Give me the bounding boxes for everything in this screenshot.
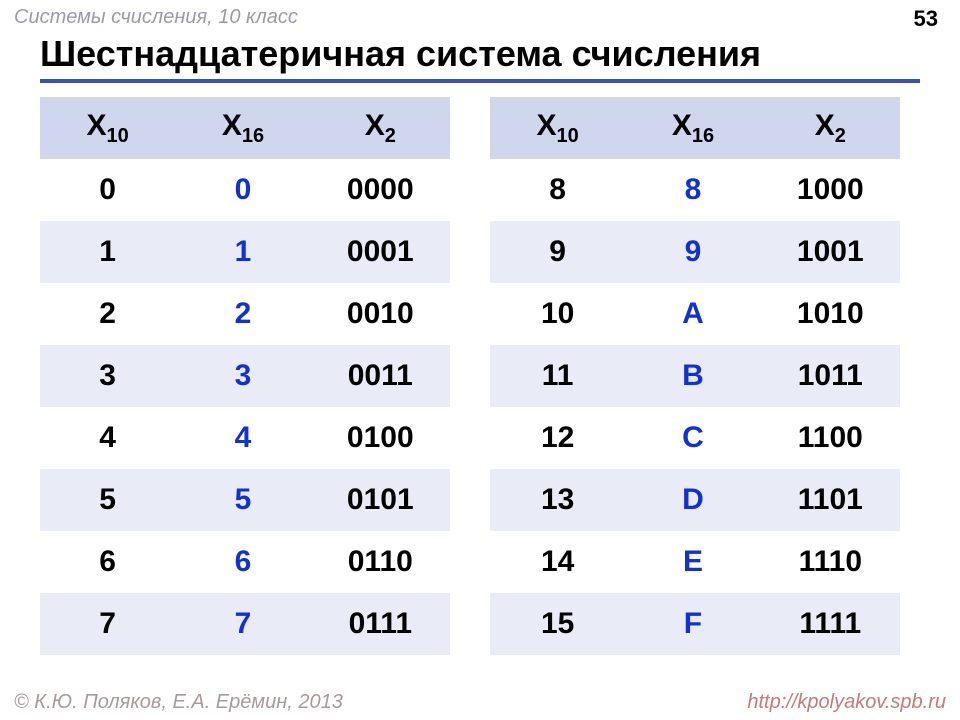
cell-bin: 0100 xyxy=(311,407,450,469)
cell-hex: F xyxy=(625,593,760,655)
cell-dec: 8 xyxy=(490,159,625,221)
cell-dec: 0 xyxy=(40,159,175,221)
cell-dec: 4 xyxy=(40,407,175,469)
cell-dec: 9 xyxy=(490,221,625,283)
table-row: 13D1101 xyxy=(490,469,900,531)
cell-hex: D xyxy=(625,469,760,531)
cell-hex: 5 xyxy=(175,469,310,531)
column-header: X2 xyxy=(761,97,900,159)
table-row: 881000 xyxy=(490,159,900,221)
column-header: X16 xyxy=(175,97,310,159)
cell-dec: 3 xyxy=(40,345,175,407)
cell-bin: 1110 xyxy=(761,531,900,593)
cell-dec: 7 xyxy=(40,593,175,655)
table-header-row: X10X16X2 xyxy=(40,97,450,159)
column-header: X10 xyxy=(40,97,175,159)
cell-bin: 0110 xyxy=(311,531,450,593)
table-body-left: 0000001100012200103300114401005501016601… xyxy=(40,159,450,655)
breadcrumb: Системы счисления, 10 класс xyxy=(0,0,960,31)
cell-bin: 1000 xyxy=(761,159,900,221)
column-header: X16 xyxy=(625,97,760,159)
cell-bin: 0011 xyxy=(311,345,450,407)
tables-wrapper: X10X16X2 0000001100012200103300114401005… xyxy=(0,83,960,655)
table-row: 770111 xyxy=(40,593,450,655)
footer-url: http://kpolyakov.spb.ru xyxy=(747,691,946,714)
cell-dec: 1 xyxy=(40,221,175,283)
cell-dec: 14 xyxy=(490,531,625,593)
cell-hex: 4 xyxy=(175,407,310,469)
table-header-row: X10X16X2 xyxy=(490,97,900,159)
footer: © К.Ю. Поляков, Е.А. Ерёмин, 2013 http:/… xyxy=(0,691,960,714)
cell-hex: C xyxy=(625,407,760,469)
cell-bin: 0010 xyxy=(311,283,450,345)
footer-copyright: © К.Ю. Поляков, Е.А. Ерёмин, 2013 xyxy=(14,691,343,714)
table-row: 000000 xyxy=(40,159,450,221)
cell-hex: 8 xyxy=(625,159,760,221)
cell-bin: 0001 xyxy=(311,221,450,283)
table-row: 14E1110 xyxy=(490,531,900,593)
column-header: X2 xyxy=(311,97,450,159)
table-body-right: 88100099100110A101011B101112C110013D1101… xyxy=(490,159,900,655)
cell-hex: 9 xyxy=(625,221,760,283)
cell-bin: 1010 xyxy=(761,283,900,345)
cell-dec: 10 xyxy=(490,283,625,345)
cell-dec: 6 xyxy=(40,531,175,593)
cell-bin: 1001 xyxy=(761,221,900,283)
page-title: Шестнадцатеричная система счисления xyxy=(40,33,920,83)
cell-dec: 13 xyxy=(490,469,625,531)
cell-dec: 2 xyxy=(40,283,175,345)
table-row: 11B1011 xyxy=(490,345,900,407)
cell-bin: 1100 xyxy=(761,407,900,469)
table-row: 12C1100 xyxy=(490,407,900,469)
cell-hex: 1 xyxy=(175,221,310,283)
cell-dec: 15 xyxy=(490,593,625,655)
cell-hex: 6 xyxy=(175,531,310,593)
cell-hex: E xyxy=(625,531,760,593)
table-row: 550101 xyxy=(40,469,450,531)
cell-dec: 12 xyxy=(490,407,625,469)
cell-bin: 1101 xyxy=(761,469,900,531)
table-row: 10A1010 xyxy=(490,283,900,345)
cell-hex: 2 xyxy=(175,283,310,345)
cell-bin: 1111 xyxy=(761,593,900,655)
cell-bin: 0000 xyxy=(311,159,450,221)
page-number: 53 xyxy=(914,6,938,32)
cell-hex: 7 xyxy=(175,593,310,655)
cell-dec: 5 xyxy=(40,469,175,531)
column-header: X10 xyxy=(490,97,625,159)
table-row: 15F1111 xyxy=(490,593,900,655)
table-row: 991001 xyxy=(490,221,900,283)
hex-table-right: X10X16X2 88100099100110A101011B101112C11… xyxy=(490,97,900,655)
cell-bin: 0101 xyxy=(311,469,450,531)
cell-hex: 3 xyxy=(175,345,310,407)
cell-bin: 0111 xyxy=(311,593,450,655)
table-row: 110001 xyxy=(40,221,450,283)
hex-table-left: X10X16X2 0000001100012200103300114401005… xyxy=(40,97,450,655)
cell-hex: B xyxy=(625,345,760,407)
cell-dec: 11 xyxy=(490,345,625,407)
table-row: 440100 xyxy=(40,407,450,469)
cell-hex: 0 xyxy=(175,159,310,221)
table-row: 660110 xyxy=(40,531,450,593)
table-row: 220010 xyxy=(40,283,450,345)
cell-hex: A xyxy=(625,283,760,345)
cell-bin: 1011 xyxy=(761,345,900,407)
table-row: 330011 xyxy=(40,345,450,407)
